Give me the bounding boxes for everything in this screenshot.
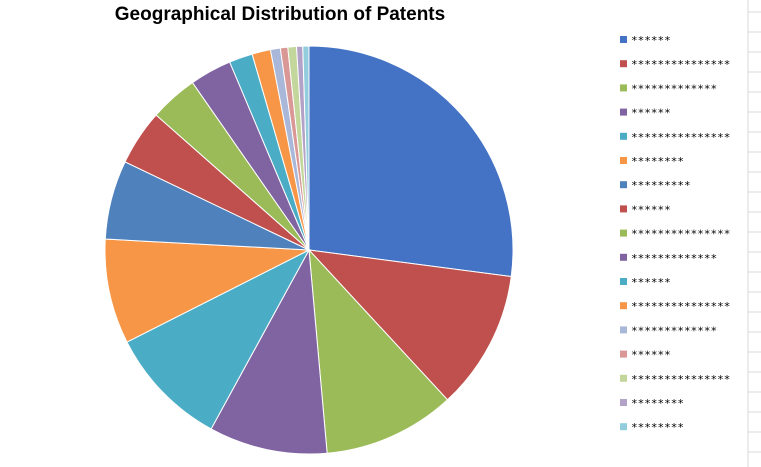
- legend: ****************************************…: [620, 34, 730, 434]
- legend-swatch-13: [620, 326, 627, 334]
- legend-label-12: ***************: [631, 300, 730, 313]
- legend-label-16: ********: [631, 397, 684, 410]
- legend-label-5: ***************: [631, 131, 730, 144]
- legend-swatch-8: [620, 205, 627, 213]
- chart-title: Geographical Distribution of Patents: [114, 4, 446, 25]
- legend-swatch-11: [620, 278, 627, 285]
- legend-label-6: ********: [631, 155, 684, 168]
- grid-lines: [747, 0, 761, 467]
- pie-slice-5: [126, 248, 311, 430]
- legend-swatch-7: [620, 181, 627, 189]
- pie-slice-17: [302, 45, 310, 251]
- legend-label-11: ******: [631, 276, 671, 289]
- legend-label-14: ******: [631, 349, 671, 362]
- legend-label-17: ********: [631, 421, 684, 434]
- legend-swatch-2: [620, 60, 627, 68]
- legend-swatch-9: [620, 229, 627, 237]
- legend-swatch-5: [620, 132, 627, 140]
- legend-swatch-14: [620, 350, 627, 358]
- legend-swatch-4: [620, 108, 627, 116]
- legend-label-13: *************: [631, 324, 717, 337]
- pie-slice-2: [307, 249, 512, 401]
- pie-slice-6: [104, 238, 311, 343]
- legend-swatch-12: [620, 302, 627, 310]
- legend-swatch-15: [620, 374, 627, 382]
- legend-label-8: ******: [631, 203, 671, 216]
- legend-label-15: ***************: [631, 373, 730, 386]
- legend-label-4: ******: [631, 107, 671, 120]
- legend-label-9: ***************: [631, 228, 730, 241]
- legend-label-1: ******: [631, 34, 671, 47]
- legend-label-2: ***************: [631, 58, 730, 71]
- legend-label-10: *************: [631, 252, 717, 265]
- legend-swatch-1: [620, 36, 627, 43]
- pie-slices: [104, 45, 514, 455]
- legend-label-7: *********: [631, 179, 691, 192]
- legend-swatch-16: [620, 399, 627, 406]
- pie-slice-3: [308, 248, 449, 454]
- legend-swatch-3: [620, 84, 627, 92]
- pie-slice-4: [210, 248, 328, 455]
- legend-swatch-6: [620, 157, 627, 164]
- pie-slice-1: [308, 45, 514, 278]
- legend-label-3: *************: [631, 82, 717, 95]
- legend-swatch-10: [620, 253, 627, 261]
- legend-swatch-17: [620, 423, 627, 431]
